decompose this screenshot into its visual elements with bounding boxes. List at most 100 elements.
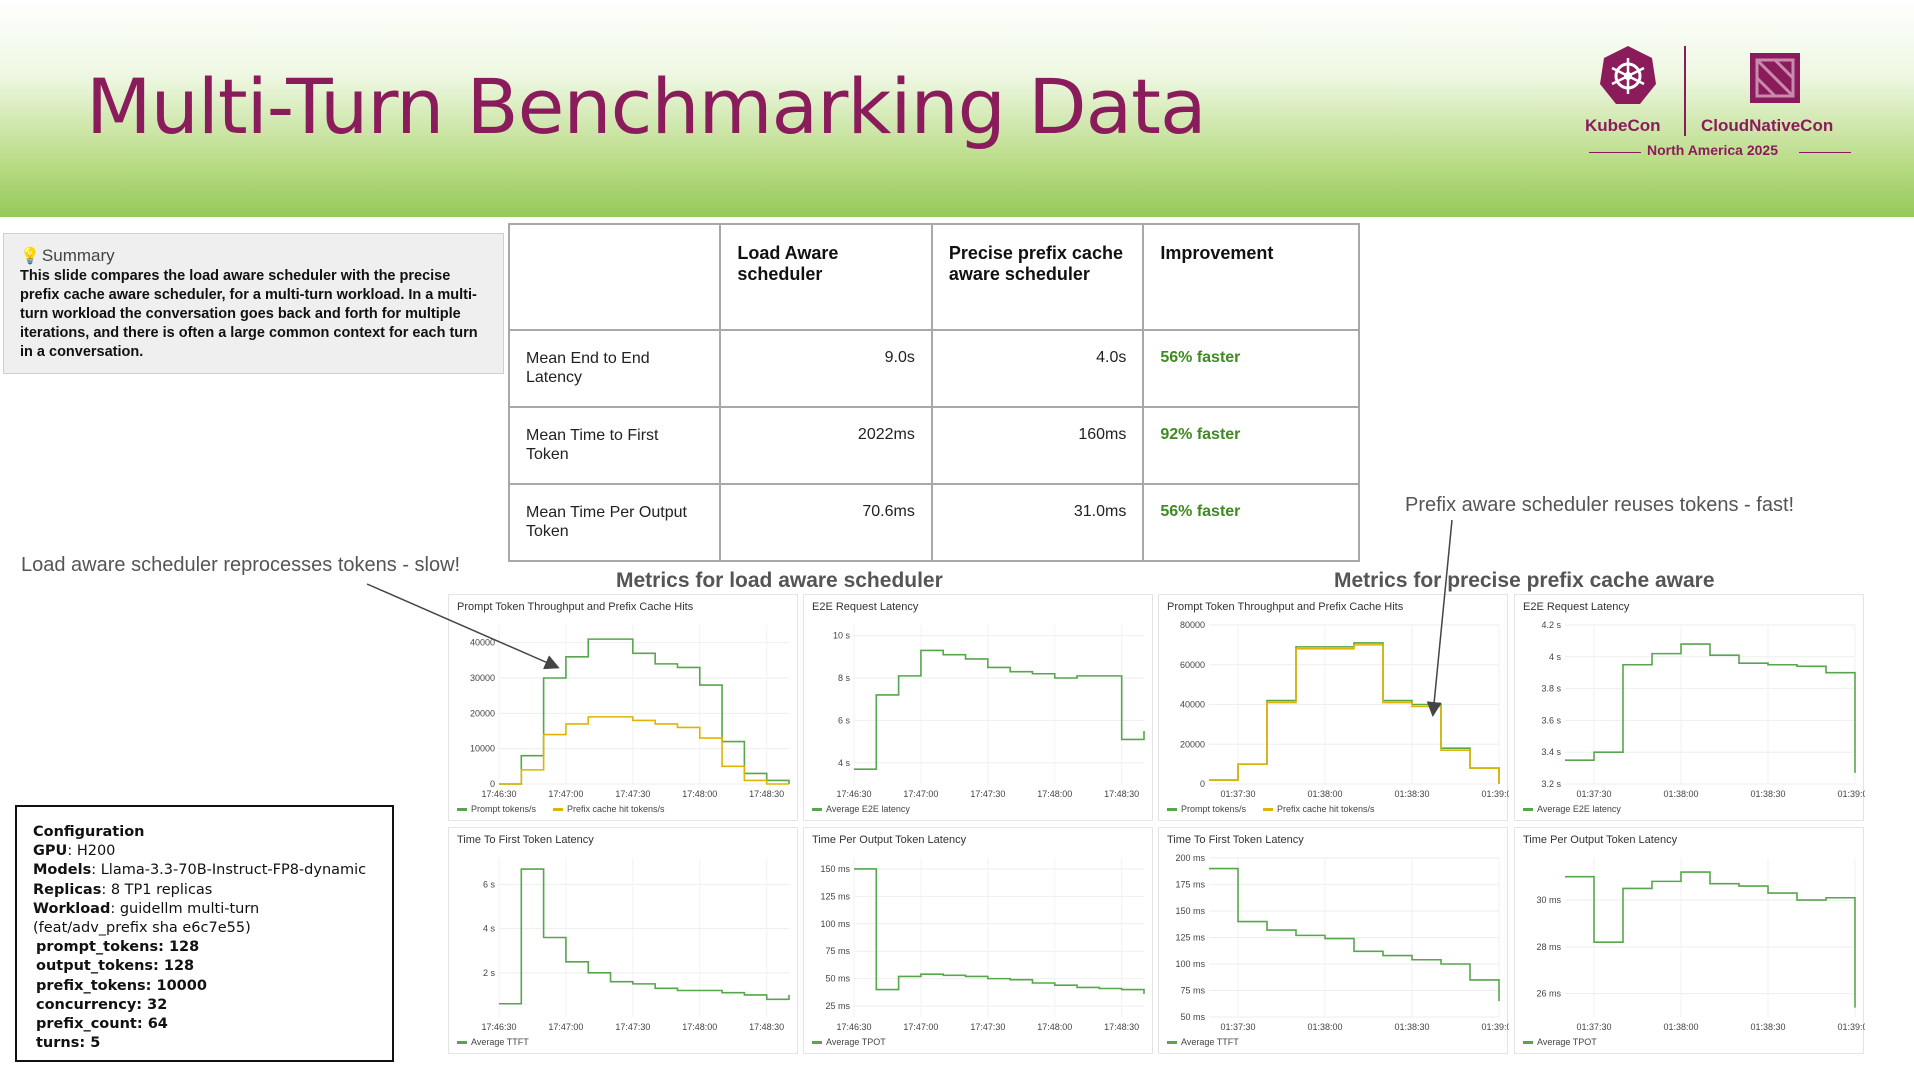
x-tick-label: 17:48:00 (1037, 789, 1072, 799)
load-aware-cell: 9.0s (719, 329, 933, 408)
series-line (854, 649, 1145, 770)
x-tick-label: 17:48:30 (749, 789, 784, 799)
y-tick-label: 80000 (1180, 620, 1205, 630)
callout-load-aware: Load aware scheduler reprocesses tokens … (21, 554, 461, 576)
load-aware-cell: 2022ms (719, 406, 933, 485)
y-tick-label: 10000 (470, 744, 495, 754)
precise-prefix-cell: 160ms (930, 406, 1145, 485)
x-tick-label: 17:46:30 (836, 789, 871, 799)
y-tick-label: 150 ms (820, 864, 850, 874)
slide-title: Multi-Turn Benchmarking Data (86, 62, 1207, 151)
series-line (1209, 644, 1500, 784)
y-tick-label: 6 s (838, 715, 851, 725)
x-tick-label: 01:38:00 (1307, 1022, 1342, 1032)
legend-swatch (1523, 808, 1533, 811)
y-tick-label: 50 ms (825, 974, 850, 984)
x-tick-label: 01:38:30 (1394, 1022, 1429, 1032)
config-param: concurrency: 32 (36, 996, 168, 1013)
improvement-cell: 56% faster (1142, 329, 1360, 408)
y-tick-label: 4.2 s (1541, 620, 1561, 630)
section-title-load-aware: Metrics for load aware scheduler (616, 569, 943, 592)
config-gpu: GPU: H200 (33, 843, 116, 860)
x-tick-label: 01:37:30 (1576, 789, 1611, 799)
y-tick-label: 25 ms (825, 1001, 850, 1011)
precise-prefix-cell: 31.0ms (930, 483, 1145, 562)
table-header-cell: Improvement (1142, 223, 1360, 331)
table-header-row: Load Aware scheduler Precise prefix cach… (507, 223, 1360, 331)
legend-swatch (457, 808, 467, 811)
x-tick-label: 17:46:30 (481, 789, 516, 799)
series-line (499, 868, 790, 1005)
chart-svg: 50 ms 75 ms 100 ms 125 ms 150 ms 175 ms 200 ms… (1167, 853, 1509, 1047)
x-tick-label: 01:39:00 (1837, 789, 1865, 799)
series-line (1565, 643, 1856, 773)
metric-cell: Mean Time Per Output Token (507, 483, 722, 562)
chart-svg: 26 ms 28 ms 30 ms 01:37:30 01:38:00 01:38:30 0… (1523, 858, 1865, 1047)
chart-panel: Time Per Output Token Latency 26 ms 28 ms… (1514, 827, 1865, 1054)
y-tick-label: 4 s (1549, 652, 1562, 662)
legend-label: Prompt tokens/s (471, 804, 537, 814)
y-tick-label: 125 ms (1175, 933, 1205, 943)
improvement-cell: 56% faster (1142, 483, 1360, 562)
config-param: prefix_count: 64 (36, 1016, 168, 1033)
legend-label: Prefix cache hit tokens/s (1277, 804, 1375, 814)
x-tick-label: 17:47:00 (903, 789, 938, 799)
chart-panel: Prompt Token Throughput and Prefix Cache… (448, 594, 798, 821)
chart-panel: Time To First Token Latency 2 s 4 s 6 s 17:… (448, 827, 798, 1054)
legend-swatch (1167, 1041, 1177, 1044)
y-tick-label: 4 s (838, 758, 851, 768)
config-models: Models: Llama-3.3-70B-Instruct-FP8-dynam… (33, 862, 367, 879)
event-line-right (1799, 152, 1851, 153)
config-workload: Workload: guidellm multi-turn (feat/adv_… (33, 900, 260, 937)
table-header-cell: Precise prefix cache aware scheduler (930, 223, 1145, 331)
series-line (499, 638, 790, 785)
y-tick-label: 40000 (1180, 700, 1205, 710)
series-line (854, 868, 1145, 994)
y-tick-label: 40000 (470, 638, 495, 648)
y-tick-label: 3.2 s (1541, 779, 1561, 789)
lightbulb-icon: 💡 (20, 248, 40, 265)
series-line (1565, 871, 1856, 1008)
y-tick-label: 20000 (1180, 739, 1205, 749)
chart-svg: 25 ms 50 ms 75 ms 100 ms 125 ms 150 ms 17:46:3… (812, 858, 1145, 1047)
summary-text: This slide compares the load aware sched… (20, 268, 478, 360)
chart-svg: 0 20000 40000 60000 80000 01:37:30 01:38:00 01:… (1167, 620, 1509, 814)
config-param: output_tokens: 128 (36, 958, 195, 975)
legend-swatch (1263, 808, 1273, 811)
table-header-cell: Load Aware scheduler (719, 223, 933, 331)
x-tick-label: 17:48:30 (1104, 789, 1139, 799)
config-param: turns: 5 (36, 1035, 101, 1052)
y-tick-label: 75 ms (1180, 986, 1205, 996)
x-tick-label: 17:48:00 (682, 1022, 717, 1032)
series-line (499, 716, 789, 785)
x-tick-label: 01:37:30 (1576, 1022, 1611, 1032)
chart-panel: Time To First Token Latency 50 ms 75 ms 10… (1158, 827, 1509, 1054)
y-tick-label: 6 s (483, 880, 496, 890)
legend-label: Average TPOT (1537, 1037, 1597, 1047)
section-title-prefix-aware: Metrics for precise prefix cache aware (1334, 569, 1715, 592)
cloudnativecon-label: CloudNativeCon (1701, 116, 1834, 135)
improvement-cell: 92% faster (1142, 406, 1360, 485)
x-tick-label: 17:46:30 (481, 1022, 516, 1032)
chart-panel: Prompt Token Throughput and Prefix Cache… (1158, 594, 1509, 821)
y-tick-label: 0 (1200, 779, 1205, 789)
legend-swatch (457, 1041, 467, 1044)
legend-label: Average TTFT (471, 1037, 529, 1047)
metric-cell: Mean End to End Latency (507, 329, 722, 408)
kubecon-label: KubeCon (1585, 116, 1661, 135)
x-tick-label: 01:38:30 (1750, 1022, 1785, 1032)
x-tick-label: 01:38:00 (1663, 789, 1698, 799)
x-tick-label: 01:38:30 (1750, 789, 1785, 799)
config-replicas: Replicas: 8 TP1 replicas (33, 881, 213, 898)
y-tick-label: 175 ms (1175, 880, 1205, 890)
y-tick-label: 30000 (470, 673, 495, 683)
x-tick-label: 17:47:30 (615, 789, 650, 799)
chart-svg: 0 10000 20000 30000 40000 17:46:30 17:47:00 17:… (457, 625, 790, 814)
legend-label: Prompt tokens/s (1181, 804, 1247, 814)
x-tick-label: 17:47:30 (970, 789, 1005, 799)
legend-label: Average E2E latency (826, 804, 910, 814)
x-tick-label: 17:48:30 (1104, 1022, 1139, 1032)
y-tick-label: 200 ms (1175, 853, 1205, 863)
legend-swatch (1167, 808, 1177, 811)
x-tick-label: 17:47:00 (548, 1022, 583, 1032)
